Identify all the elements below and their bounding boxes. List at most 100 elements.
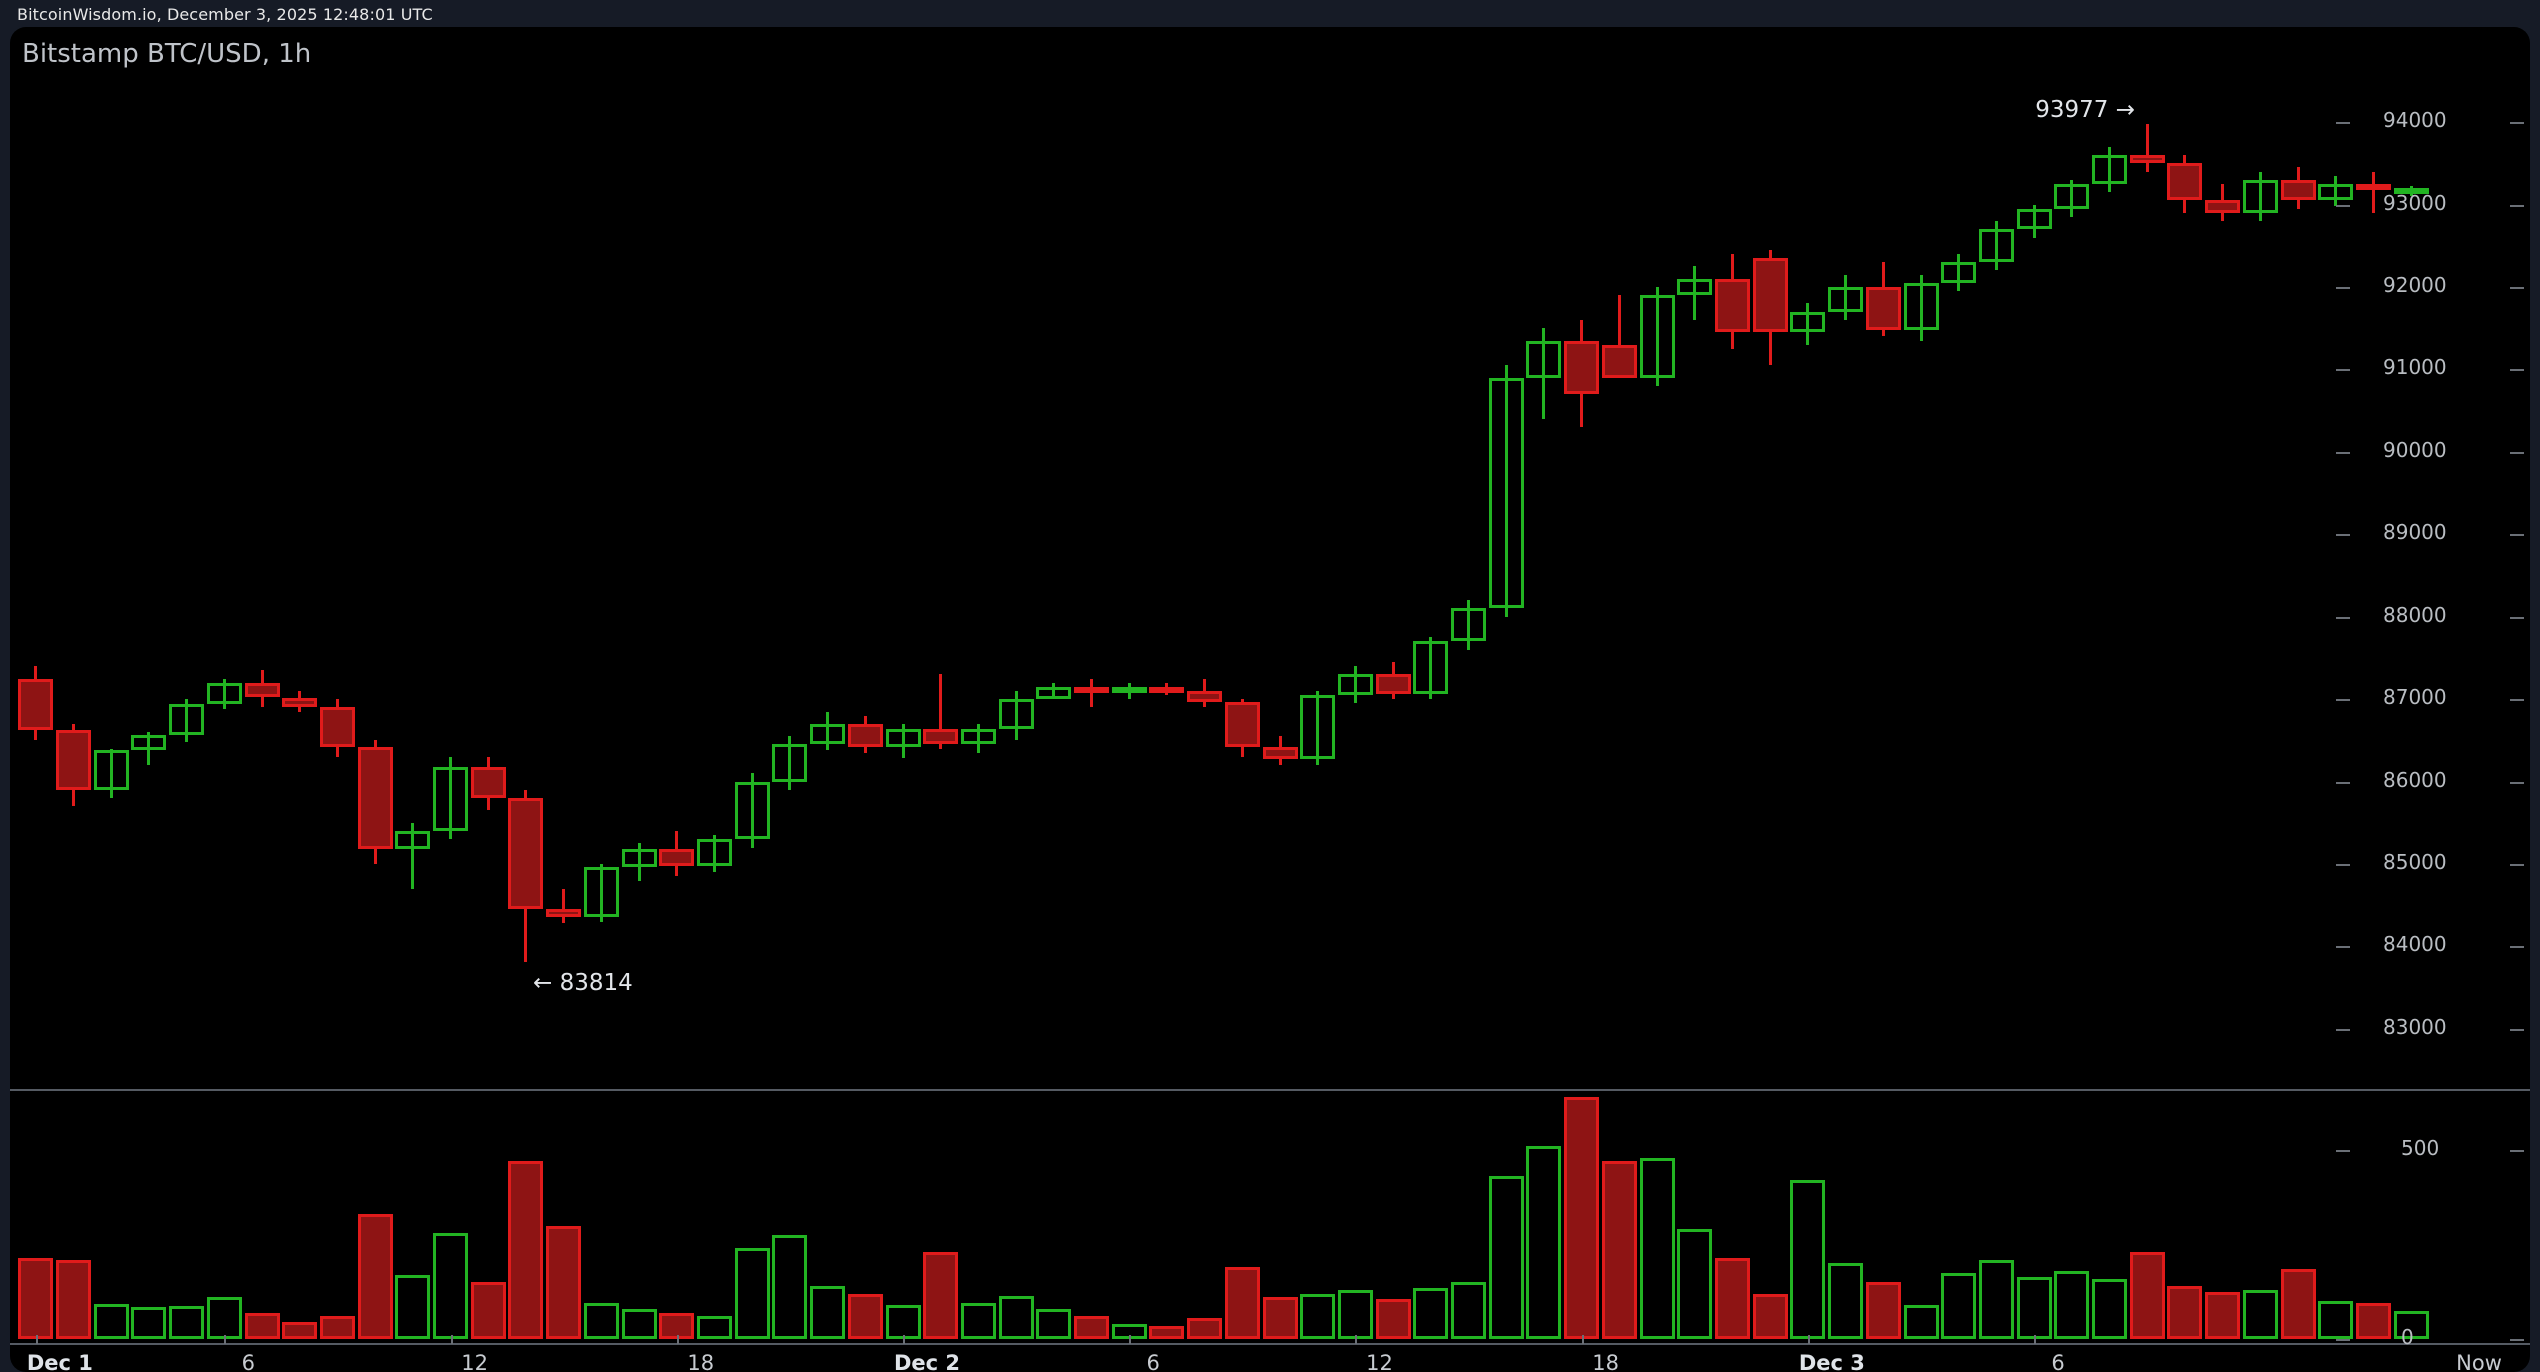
volume-bar[interactable] [1752,1293,1788,1339]
volume-bar[interactable] [1865,1282,1901,1339]
time-tick-label: 12 [461,1351,488,1372]
volume-bar[interactable] [357,1214,393,1339]
volume-bar[interactable] [1790,1180,1826,1339]
candle-body [2054,183,2090,209]
price-tick-mark [2336,534,2350,537]
volume-bar[interactable] [319,1315,355,1339]
volume-bar[interactable] [1451,1282,1487,1339]
candle-body [1300,695,1336,759]
volume-bar[interactable] [998,1295,1034,1339]
volume-bar[interactable] [2280,1269,2316,1339]
volume-bar[interactable] [847,1293,883,1339]
volume-bar[interactable] [960,1303,996,1339]
volume-bar[interactable] [697,1316,732,1339]
volume-bar[interactable] [93,1304,129,1339]
volume-bar[interactable] [546,1225,582,1339]
candle-body [433,766,469,832]
candle-body [93,750,129,790]
chart-panel[interactable]: Bitstamp BTC/USD, 1h 94000 93000 92000 9100… [10,27,2530,1372]
candle-body [1752,258,1788,333]
candle-wick [1844,274,1848,320]
candle-wick [599,864,603,922]
volume-bar[interactable] [508,1161,544,1339]
volume-bar[interactable] [1601,1161,1637,1339]
volume-bar[interactable] [1187,1318,1223,1339]
volume-bar[interactable] [2092,1278,2128,1339]
time-tick-label: 18 [687,1351,715,1372]
volume-bar[interactable] [1149,1325,1185,1339]
volume-bar[interactable] [282,1321,318,1339]
volume-bar[interactable] [1526,1146,1562,1339]
volume-bar[interactable] [923,1252,959,1339]
candle-body [244,682,280,698]
volume-bar[interactable] [1262,1297,1298,1339]
volume-bar[interactable] [1413,1287,1449,1339]
volume-bar[interactable] [2016,1276,2052,1339]
volume-bar[interactable] [734,1248,770,1339]
candle-wick [1316,690,1320,766]
volume-bar[interactable] [244,1312,280,1339]
volume-bar[interactable] [131,1306,167,1339]
volume-bar[interactable] [1488,1176,1524,1339]
price-tick-mark [2336,369,2350,372]
candle-body [1677,278,1713,296]
candle-wick [1617,295,1621,370]
volume-bar[interactable] [433,1233,469,1339]
candle-body [169,704,205,736]
volume-bar[interactable] [2054,1270,2090,1339]
candle-wick [1919,274,1923,341]
price-tick-mark [2510,1028,2524,1031]
candle-wick [2145,123,2149,172]
volume-bar[interactable] [395,1274,431,1339]
volume-bar[interactable] [2242,1289,2278,1339]
time-tick-label: 18 [1592,1351,1620,1372]
candle-body [2242,179,2278,213]
candle-wick [1467,600,1471,650]
volume-bar[interactable] [1714,1257,1750,1339]
volume-bar[interactable] [470,1282,506,1339]
volume-bar[interactable] [772,1235,808,1339]
volume-plot-area[interactable] [10,1091,2530,1341]
volume-bar[interactable] [1677,1229,1713,1339]
volume-bar[interactable] [1375,1299,1411,1339]
volume-bar[interactable] [2129,1252,2165,1339]
volume-bar[interactable] [1564,1097,1600,1339]
volume-bar[interactable] [56,1259,92,1339]
volume-bar[interactable] [2355,1303,2391,1339]
price-tick-mark [2336,699,2350,702]
volume-bar[interactable] [810,1286,846,1339]
candle-body [470,766,506,799]
volume-bar[interactable] [1978,1259,2014,1339]
time-tick-mark [450,1335,453,1344]
volume-bar[interactable] [1941,1272,1977,1339]
candle-body [1526,340,1562,378]
volume-bar[interactable] [18,1257,54,1339]
volume-bar[interactable] [169,1305,205,1339]
candle-body [960,728,996,745]
candle-body [1488,377,1524,609]
volume-bar[interactable] [2205,1291,2241,1339]
volume-bar[interactable] [1224,1267,1260,1339]
volume-bar[interactable] [1074,1316,1110,1339]
candle-body [1564,340,1600,395]
candle-body [1865,286,1901,330]
volume-bar[interactable] [1828,1263,1864,1339]
price-plot-area[interactable] [10,27,2530,1088]
candle-body [1601,344,1637,378]
volume-bar[interactable] [1036,1308,1072,1339]
volume-bar[interactable] [1639,1157,1675,1339]
volume-bar[interactable] [1300,1293,1336,1339]
volume-bar[interactable] [1337,1289,1373,1339]
candle-wick [1353,666,1357,704]
volume-bar[interactable] [621,1308,657,1339]
volume-bar[interactable] [2167,1286,2203,1339]
candle-body [282,697,318,708]
volume-bar[interactable] [2393,1310,2429,1339]
volume-bar[interactable] [1903,1304,1939,1339]
volume-bar[interactable] [2318,1301,2354,1339]
volume-bar[interactable] [206,1297,242,1339]
volume-bar[interactable] [885,1304,921,1339]
volume-bar[interactable] [583,1303,619,1339]
volume-tick-label: 0 [2401,1325,2414,1349]
